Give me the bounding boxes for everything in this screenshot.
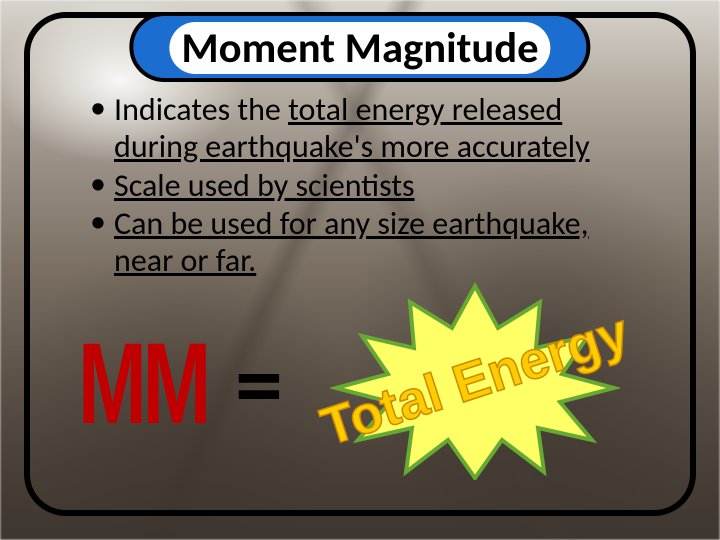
equals-sign: = <box>235 326 283 443</box>
bullet-underlined: Scale used by scientists <box>114 166 415 205</box>
list-item: Can be used for any size earthquake, nea… <box>86 206 642 280</box>
list-item: Indicates the total energy released duri… <box>86 92 642 166</box>
title-inner: Moment Magnitude <box>169 22 550 74</box>
starburst: Total Energy <box>330 280 620 480</box>
slide-title: Moment Magnitude <box>181 22 538 74</box>
list-item: Scale used by scientists <box>86 168 642 205</box>
bullet-pre: Indicates the <box>114 90 288 129</box>
content-frame: Moment Magnitude Indicates the total ene… <box>24 12 696 516</box>
bullet-list: Indicates the total energy released duri… <box>86 92 642 282</box>
equation-row: MM = <box>78 318 283 450</box>
title-pill: Moment Magnitude <box>129 12 590 82</box>
mm-label: MM <box>78 318 207 450</box>
bullet-underlined: Can be used for any size earthquake, nea… <box>114 204 589 280</box>
